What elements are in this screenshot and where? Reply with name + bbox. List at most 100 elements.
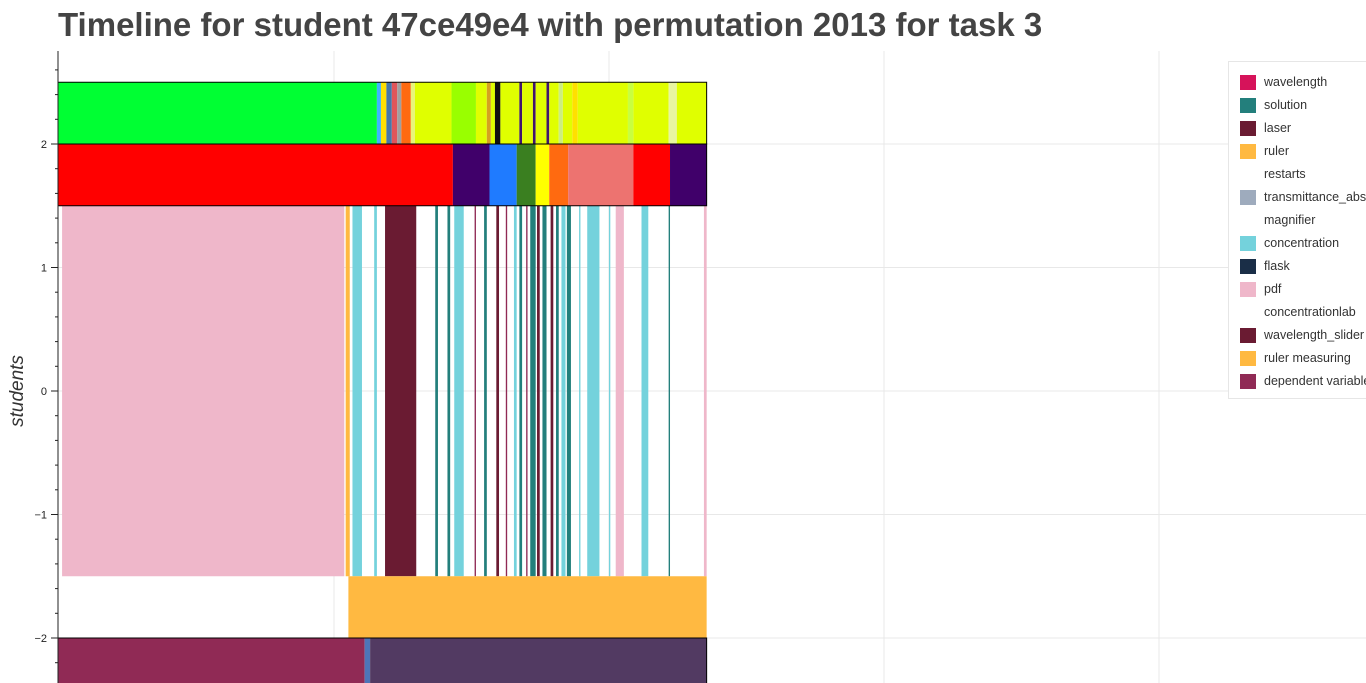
legend-label: restarts	[1264, 167, 1306, 181]
legend-item[interactable]: ruler measuring	[1240, 349, 1351, 367]
timeline-segment	[380, 82, 387, 144]
y-axis: 2 1 0 −1 −2 students	[7, 51, 59, 683]
timeline-segment	[345, 205, 350, 577]
timeline-segment	[703, 205, 707, 577]
legend-item[interactable]: concentrationlab	[1240, 303, 1356, 321]
timeline-segment	[447, 205, 451, 577]
timeline-segment	[558, 82, 563, 144]
timeline-segment	[364, 638, 371, 683]
timeline-segment	[454, 205, 464, 577]
legend-swatch	[1240, 74, 1256, 90]
timeline-segment	[530, 205, 536, 577]
legend-label: pdf	[1264, 282, 1282, 296]
legend-item[interactable]: ruler	[1240, 142, 1289, 160]
legend-label: concentrationlab	[1264, 305, 1356, 319]
timeline-segment	[496, 205, 500, 577]
y-axis-label: students	[7, 355, 28, 427]
legend-label: wavelength	[1264, 75, 1328, 89]
timeline-segment	[668, 82, 677, 144]
timeline-segment	[537, 205, 540, 577]
timeline-segment	[58, 82, 377, 144]
legend-item[interactable]: magnifier	[1240, 211, 1315, 229]
legend-swatch	[1240, 189, 1256, 205]
timeline-segment	[475, 82, 487, 144]
timeline-segment	[401, 82, 411, 144]
timeline-segment	[549, 82, 559, 144]
legend-label: concentration	[1264, 236, 1340, 250]
legend-swatch	[1240, 350, 1256, 366]
timeline-segment	[535, 144, 550, 206]
timeline-segment	[376, 82, 381, 144]
timeline-segment	[568, 144, 634, 206]
timeline-segment	[532, 82, 536, 144]
timeline-segment	[486, 82, 491, 144]
timeline-segment	[385, 205, 417, 577]
legend-item[interactable]: transmittance_abs	[1240, 188, 1366, 206]
legend-item[interactable]: dependent variable	[1240, 372, 1366, 390]
timeline-segment	[562, 82, 573, 144]
timeline-segment	[542, 205, 547, 577]
legend-item[interactable]: wavelength	[1240, 73, 1327, 91]
legend-item[interactable]: laser	[1240, 119, 1291, 137]
timeline-segment	[615, 205, 624, 577]
legend-item[interactable]: flask	[1240, 257, 1290, 275]
timeline-segment	[513, 205, 517, 577]
timeline-segment	[490, 82, 495, 144]
timeline-segment	[58, 638, 365, 683]
legend-label: ruler	[1264, 144, 1290, 158]
timeline-segment	[474, 205, 476, 577]
y-tick-label: 2	[41, 139, 47, 151]
timeline-segment	[641, 205, 649, 577]
legend-swatch	[1240, 281, 1256, 297]
y-tick-label: 0	[41, 386, 47, 398]
legend-swatch	[1240, 373, 1256, 389]
legend-label: solution	[1264, 98, 1308, 112]
legend-label: laser	[1264, 121, 1292, 135]
timeline-segment	[494, 82, 501, 144]
legend-swatch	[1240, 166, 1256, 182]
timeline-segment	[435, 205, 438, 577]
legend-swatch	[1240, 143, 1256, 159]
timeline-segment	[505, 205, 508, 577]
timeline-bars	[58, 82, 707, 683]
legend-swatch	[1240, 212, 1256, 228]
legend-swatch	[1240, 235, 1256, 251]
timeline-segment	[519, 82, 523, 144]
timeline-segment	[500, 82, 520, 144]
legend-item[interactable]: pdf	[1240, 280, 1281, 298]
timeline-segment	[516, 144, 536, 206]
timeline-segment	[535, 82, 547, 144]
legend-item[interactable]: restarts	[1240, 165, 1306, 183]
legend-item[interactable]: solution	[1240, 96, 1307, 114]
timeline-segment	[566, 205, 571, 577]
timeline-segment	[676, 82, 707, 144]
timeline-segment	[670, 144, 707, 206]
timeline-segment	[627, 82, 634, 144]
timeline-segment	[550, 205, 554, 577]
timeline-segment	[549, 144, 569, 206]
timeline-segment	[668, 205, 671, 577]
timeline-segment	[58, 144, 453, 206]
timeline-segment	[579, 205, 581, 577]
timeline-segment	[489, 144, 517, 206]
legend-label: flask	[1264, 259, 1290, 273]
timeline-segment	[633, 144, 671, 206]
timeline-segment	[391, 82, 398, 144]
timeline-segment	[556, 205, 559, 577]
legend-item[interactable]: concentration	[1240, 234, 1339, 252]
timeline-segment	[348, 576, 707, 638]
timeline-segment	[410, 82, 415, 144]
legend-item[interactable]: wavelength_slider	[1240, 326, 1364, 344]
timeline-segment	[386, 82, 392, 144]
timeline-segment	[370, 638, 707, 683]
legend-label: magnifier	[1264, 213, 1316, 227]
timeline-segment	[484, 205, 487, 577]
timeline-segment	[451, 82, 476, 144]
chart-title: Timeline for student 47ce49e4 with permu…	[58, 6, 1043, 43]
timeline-segment	[62, 205, 345, 577]
chart-legend: wavelength solution laser ruler restarts tran…	[1228, 61, 1366, 399]
legend-swatch	[1240, 304, 1256, 320]
timeline-segment	[608, 205, 611, 577]
legend-label: wavelength_slider	[1264, 328, 1365, 342]
